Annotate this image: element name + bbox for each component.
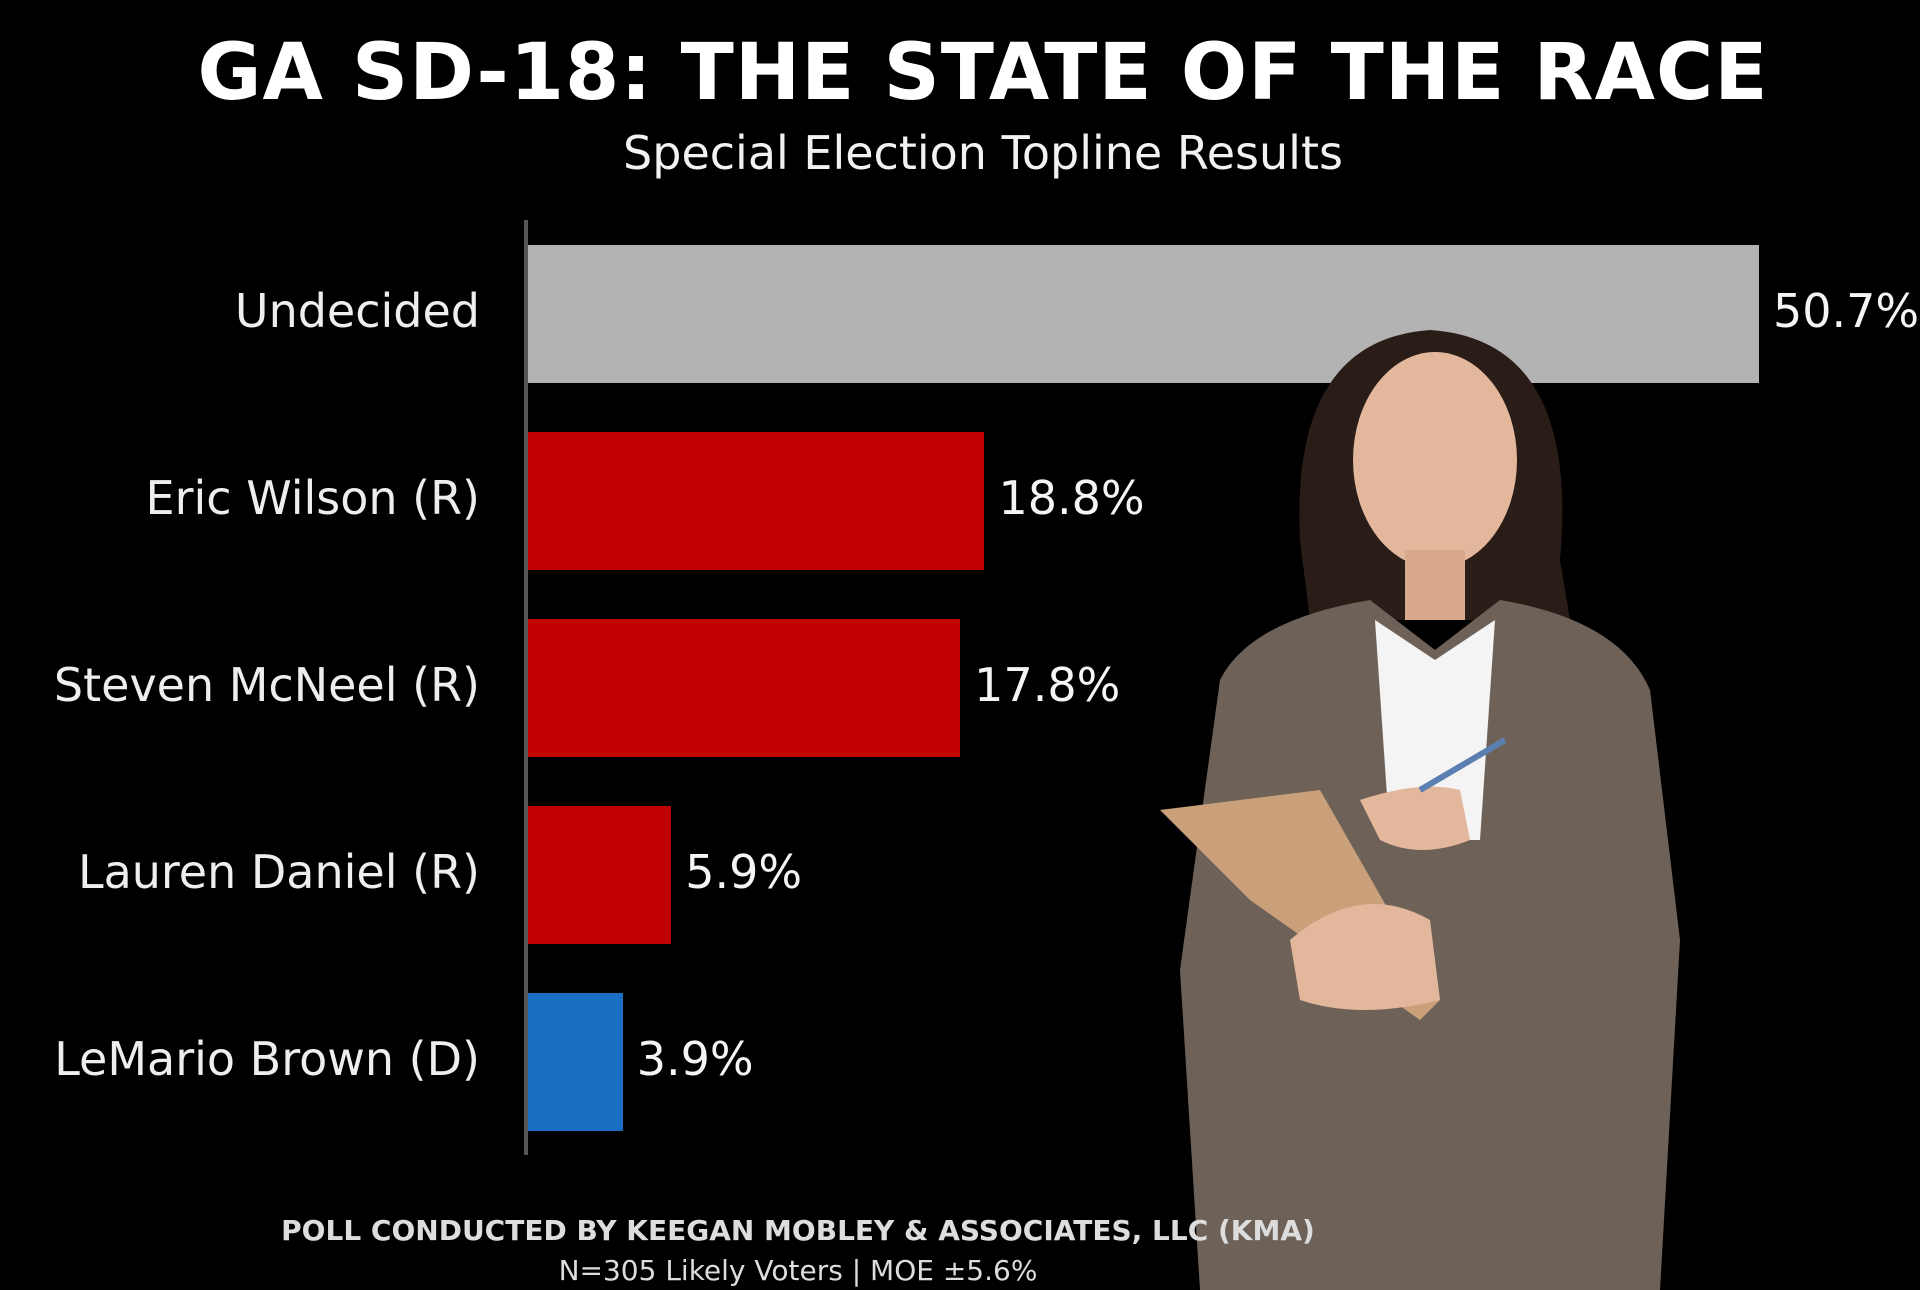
bar (528, 432, 985, 570)
value-label: 50.7% (1773, 284, 1920, 338)
bar (528, 619, 961, 757)
chart-title: GA SD-18: THE STATE OF THE RACE (197, 28, 1769, 118)
chart-subtitle: Special Election Topline Results (623, 126, 1343, 180)
category-label: Undecided (234, 284, 480, 338)
category-label: LeMario Brown (D) (54, 1032, 480, 1086)
bar (528, 993, 623, 1131)
sample-size-note: N=305 Likely Voters | MOE ±5.6% (558, 1254, 1038, 1287)
value-label: 18.8% (998, 471, 1145, 525)
bar (528, 245, 1759, 383)
value-label: 5.9% (685, 845, 803, 899)
bar (528, 806, 672, 944)
poll-source-note: POLL CONDUCTED BY KEEGAN MOBLEY & ASSOCI… (281, 1214, 1315, 1247)
category-label: Lauren Daniel (R) (77, 845, 480, 899)
value-label: 17.8% (974, 658, 1121, 712)
value-label: 3.9% (636, 1032, 754, 1086)
category-label: Steven McNeel (R) (53, 658, 480, 712)
category-label: Eric Wilson (R) (145, 471, 480, 525)
y-axis-line (524, 220, 528, 1155)
pollster-woman-illustration (1160, 330, 1680, 1290)
